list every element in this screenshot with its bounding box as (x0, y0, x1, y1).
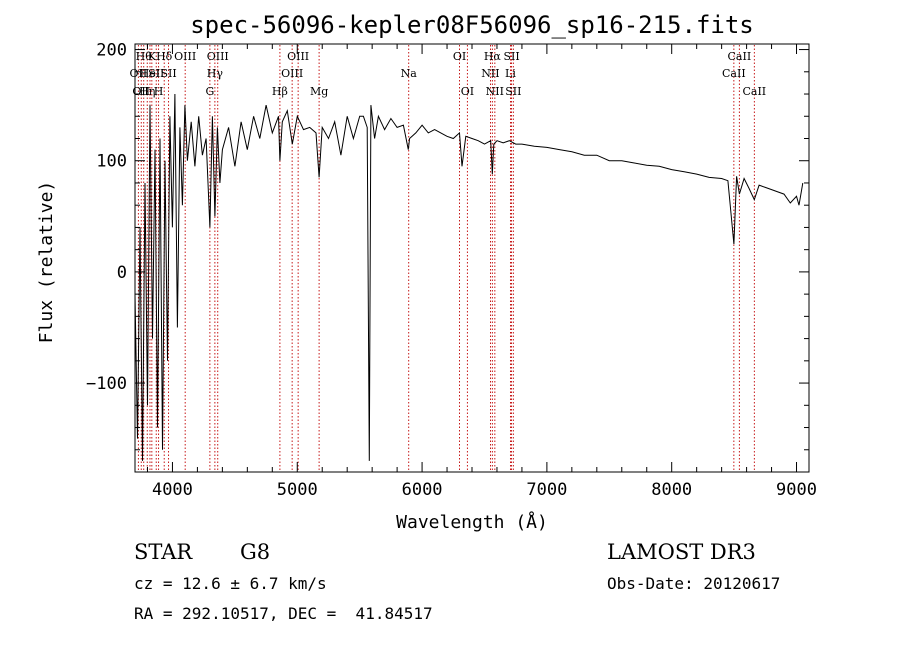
line-label: Mg (310, 85, 328, 98)
line-label: OIII (287, 50, 309, 63)
flux-series-line (134, 93, 804, 461)
x-tick-label: 4000 (152, 480, 193, 500)
chart-title: spec-56096-kepler08F56096_sp16-215.fits (190, 11, 754, 39)
plot-area-frame (134, 43, 810, 473)
observation-date: Obs-Date: 20120617 (607, 574, 781, 593)
line-label: OII (130, 67, 148, 80)
line-label: CaII (742, 85, 766, 98)
line-label: Hη (139, 85, 155, 98)
y-axis: 200 100 0 −100 (86, 41, 809, 473)
y-tick-label: 100 (96, 152, 127, 172)
line-label: OIII (174, 50, 196, 63)
x-tick-label: 6000 (402, 480, 443, 500)
line-label: SII (160, 67, 176, 80)
line-label: SII (148, 67, 164, 80)
x-tick-label: 7000 (526, 480, 567, 500)
line-label: SII (503, 50, 519, 63)
line-label: Hβ (272, 85, 288, 98)
line-label: Li (505, 67, 516, 80)
line-label: Na (401, 67, 418, 80)
redshift-velocity: cz = 12.6 ± 6.7 km/s (134, 574, 327, 593)
y-tick-label: 200 (96, 41, 127, 61)
line-label: Hα (484, 50, 502, 63)
line-label: H (154, 85, 164, 98)
line-label: Hγ (207, 67, 224, 80)
line-label: Hθ (136, 50, 153, 63)
line-label: G (205, 85, 214, 98)
line-label: NII (481, 67, 499, 80)
line-label: OII (132, 85, 150, 98)
survey-name: LAMOST DR3 (607, 540, 756, 564)
x-tick-label: 8000 (651, 480, 692, 500)
line-label: CaII (722, 67, 746, 80)
x-axis: 4000 5000 6000 7000 8000 9000 (146, 44, 817, 500)
coordinates: RA = 292.10517, DEC = 41.84517 (134, 604, 433, 623)
object-class: STAR (134, 540, 193, 564)
x-tick-label: 5000 (277, 480, 318, 500)
spectral-line-labels: OIIOIIHθHηHeIKSIIHHδSIIOIIIGHγOIIIHβOIII… (130, 50, 767, 98)
y-axis-label: Flux (relative) (36, 181, 57, 344)
y-tick-label: 0 (117, 263, 127, 283)
line-label: OIII (207, 50, 229, 63)
line-label: OI (461, 85, 474, 98)
object-subclass: G8 (240, 540, 271, 564)
x-axis-label: Wavelength (Å) (396, 511, 548, 533)
line-label: OI (453, 50, 466, 63)
line-label: HeI (140, 67, 160, 80)
line-label: Hδ (156, 50, 173, 63)
line-label: OIII (281, 67, 303, 80)
line-label: NII (486, 85, 504, 98)
line-label: CaII (728, 50, 752, 63)
spectral-line-markers (137, 45, 755, 471)
line-label: SII (505, 85, 521, 98)
y-tick-label: −100 (86, 374, 127, 394)
line-label: K (148, 50, 157, 63)
x-tick-label: 9000 (776, 480, 817, 500)
